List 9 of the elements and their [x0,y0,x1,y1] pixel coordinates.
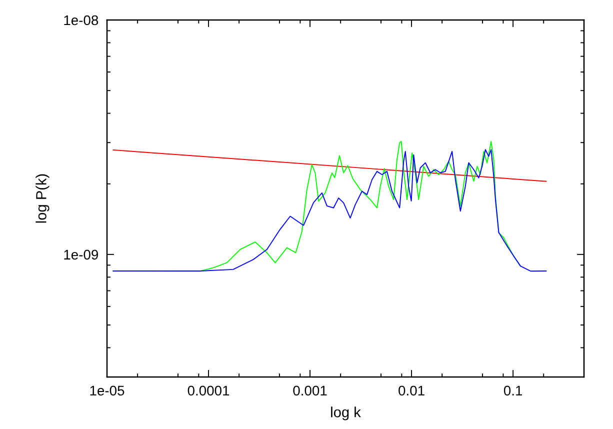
x-tick-label: 0.01 [398,386,424,396]
x-axis-title: log k [331,406,361,420]
x-tick-label: 0.0001 [188,386,230,396]
x-tick-label: 0.001 [293,386,327,396]
y-tick-label: 1e-09 [64,250,98,260]
x-tick-label: 1e-05 [90,386,124,396]
y-axis-title: log P(k) [36,174,50,223]
y-tick-label: 1e-08 [64,15,98,26]
x-tick-label: 0.1 [504,386,522,396]
